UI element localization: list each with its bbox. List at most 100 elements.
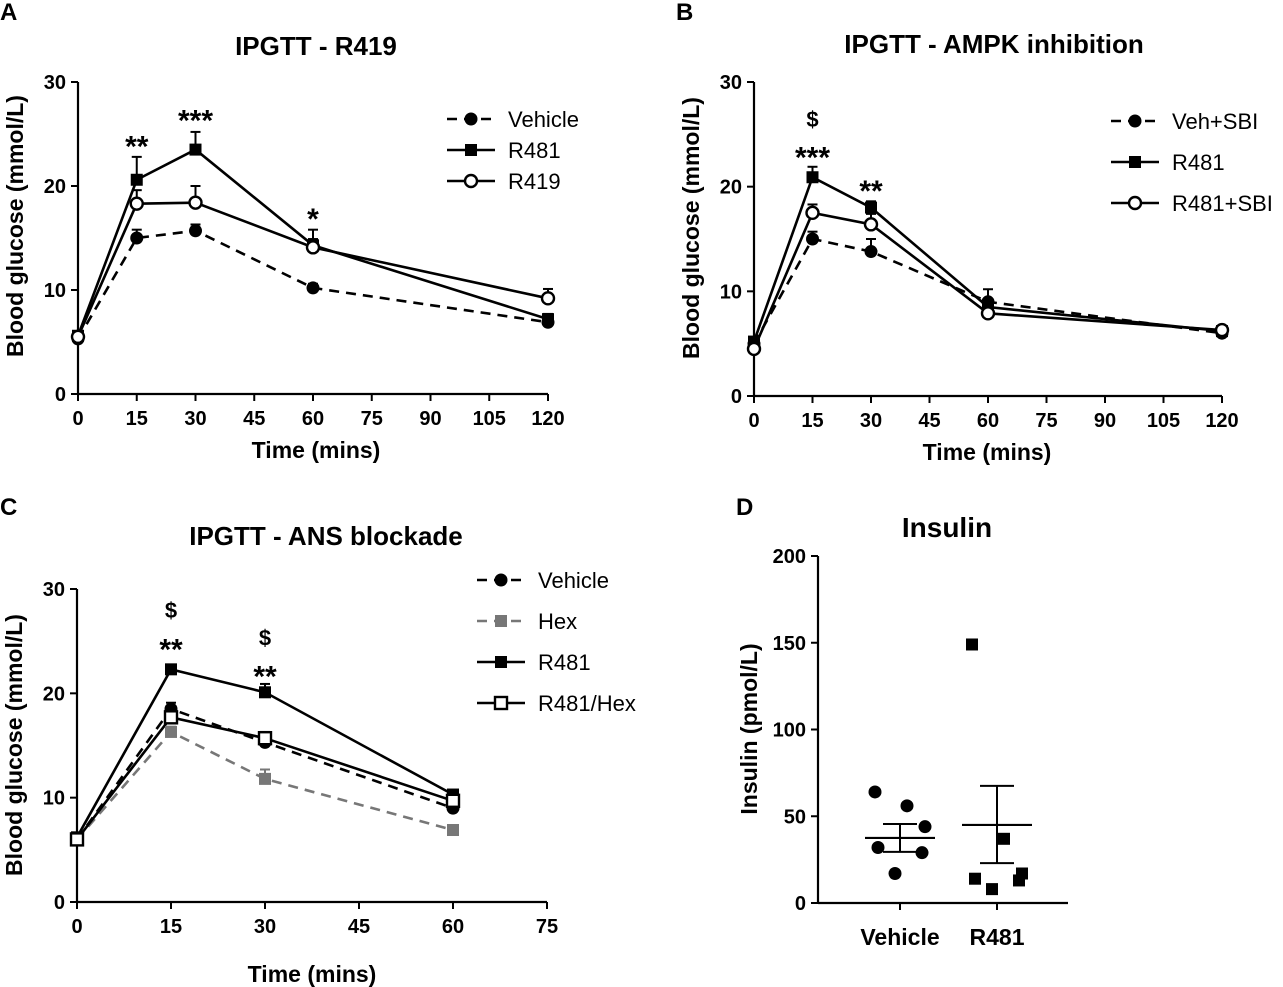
data-point [189, 224, 202, 238]
data-point [900, 799, 914, 813]
y-tick-label: 10 [720, 281, 742, 303]
legend-label: Vehicle [538, 568, 609, 593]
y-tick-label: 100 [773, 720, 806, 742]
significance-marker: ** [159, 633, 183, 666]
data-point [447, 824, 459, 837]
data-point [259, 686, 271, 699]
legend-marker [1129, 156, 1141, 168]
significance-marker: $ [165, 598, 177, 623]
y-tick-label: 30 [44, 72, 66, 94]
panel-c: C IPGTT - ANS blockade Time (mins) Blood… [0, 494, 636, 987]
x-tick-label: 75 [536, 916, 558, 938]
y-tick-label: 0 [55, 384, 66, 406]
series-line [752, 211, 1223, 350]
data-point [165, 725, 177, 738]
x-tick-label: 60 [977, 410, 999, 432]
y-tick-label: 20 [720, 177, 742, 199]
x-tick-label: Vehicle [860, 924, 939, 950]
data-point [306, 281, 320, 295]
data-point [540, 291, 556, 306]
legend-label: R481 [508, 138, 561, 163]
x-tick-label: 120 [531, 408, 564, 430]
x-tick-label: R481 [970, 924, 1025, 950]
legend-b: Veh+SBI R481 R481+SBI [1111, 109, 1273, 216]
x-tick-label: 0 [748, 410, 759, 432]
legend-label: Hex [538, 609, 577, 634]
data-point [806, 232, 819, 246]
x-tick-label: 60 [442, 916, 464, 938]
data-point [966, 638, 978, 651]
y-axis-label-c: Blood glucose (mmol/L) [1, 614, 27, 876]
y-tick-label: 30 [720, 72, 742, 94]
y-tick-label: 50 [784, 806, 806, 828]
y-tick-label: 200 [773, 546, 806, 568]
data-point [864, 245, 878, 259]
legend-marker [464, 112, 478, 126]
x-tick-label: 120 [1205, 410, 1238, 432]
data-point [865, 201, 877, 214]
x-axis-label-a: Time (mins) [252, 437, 381, 463]
legend-label: R481/Hex [538, 691, 636, 716]
data-point [805, 205, 820, 221]
data-point [305, 240, 321, 255]
legend-marker [495, 656, 507, 668]
panel-letter-a: A [0, 0, 17, 26]
data-point [130, 173, 143, 186]
panel-a: A IPGTT - R419 Time (mins) Blood glucose… [0, 0, 579, 463]
data-point [806, 171, 819, 184]
legend-marker [495, 615, 507, 627]
significance-marker: $ [259, 625, 271, 650]
legend-marker [463, 173, 479, 189]
y-tick-label: 150 [773, 633, 806, 655]
data-point [871, 840, 885, 854]
data-point [868, 785, 882, 799]
y-tick-label: 10 [43, 788, 65, 810]
x-axis-label-c: Time (mins) [248, 961, 377, 987]
chart-title-c: IPGTT - ANS blockade [189, 521, 463, 551]
data-point [129, 196, 144, 211]
data-point [888, 867, 902, 881]
legend-marker [1127, 195, 1143, 211]
series-line [75, 707, 454, 841]
data-point [163, 710, 179, 725]
data-point [188, 195, 203, 210]
y-tick-label: 0 [54, 892, 65, 914]
data-point [986, 883, 998, 896]
x-tick-label: 75 [361, 408, 383, 430]
data-point [259, 772, 271, 785]
x-tick-label: 30 [860, 410, 882, 432]
data-point [1013, 874, 1025, 887]
data-point [918, 820, 932, 834]
x-tick-label: 0 [71, 916, 82, 938]
series-line [75, 667, 454, 838]
x-tick-label: 45 [918, 410, 940, 432]
x-tick-label: 30 [254, 916, 276, 938]
legend-label: R419 [508, 169, 561, 194]
significance-marker: * [307, 203, 319, 236]
data-point [165, 663, 177, 676]
data-point [189, 143, 202, 156]
significance-marker: *** [178, 104, 213, 137]
x-tick-label: 15 [160, 916, 182, 938]
y-tick-label: 20 [44, 176, 66, 198]
data-point [746, 341, 762, 357]
x-tick-label: 15 [801, 410, 823, 432]
chart-title-b: IPGTT - AMPK inhibition [844, 29, 1143, 59]
x-tick-label: 45 [348, 916, 370, 938]
panel-letter-d: D [736, 494, 753, 521]
panel-d: D Insulin Insulin (pmol/L) 0 50 100 150 200 V… [736, 494, 1068, 950]
x-axis-label-b: Time (mins) [923, 439, 1052, 465]
y-axis-label-d: Insulin (pmol/L) [736, 643, 762, 814]
significance-marker: ** [859, 175, 883, 208]
y-tick-label: 20 [43, 683, 65, 705]
y-tick-label: 10 [44, 280, 66, 302]
significance-marker: ** [125, 130, 149, 163]
legend-label: R481+SBI [1172, 191, 1273, 216]
significance-marker: $ [806, 107, 818, 132]
y-tick-label: 0 [731, 386, 742, 408]
plot-area-d: 0 50 100 150 200 Vehicle R481 [773, 546, 1068, 950]
panel-letter-c: C [0, 494, 17, 521]
